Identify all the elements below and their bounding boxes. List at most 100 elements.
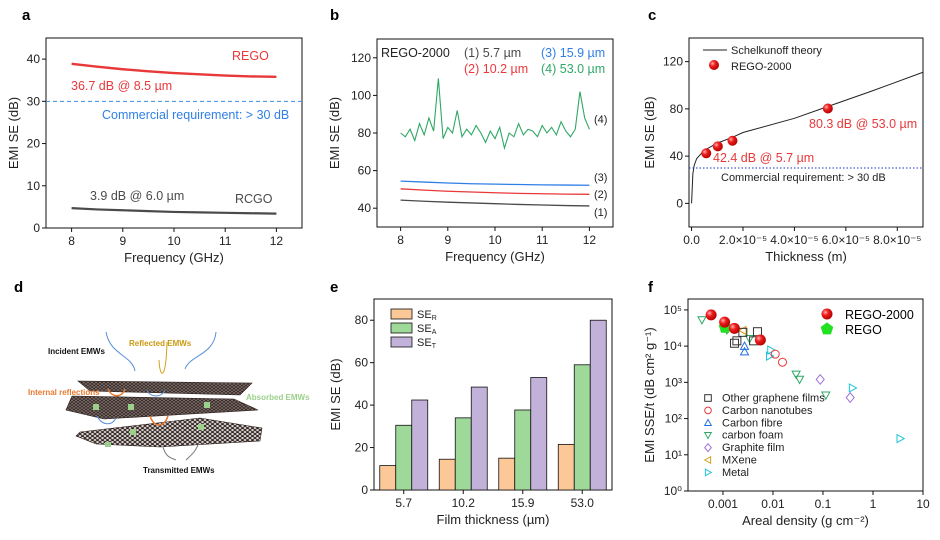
y-tick-label: 30 [27,94,41,108]
legend-marker-icon [703,432,713,440]
data-point-metal [848,383,858,393]
bar-ser-5.7 [379,465,397,491]
legend-label: REGO-2000 [845,308,914,322]
series-tag-2: (2) [594,189,607,201]
x-tick-label: 12 [583,233,597,247]
x-tick-label: 10 [488,233,502,247]
x-tick-label: 1 [870,497,877,511]
reflected-arrow [158,341,168,374]
x-tick-label: 0.01 [761,497,785,511]
x-axis-label: Thickness (m) [765,249,847,264]
legend-label-main: SE [417,309,432,321]
y-tick-label: 120 [663,55,683,69]
data-point-metal [896,433,906,444]
plot-frame [688,37,924,228]
x-tick-label: 8 [397,233,404,247]
y-tick-label: 80 [355,313,369,327]
panel-d-diagram: Incident EMWs Reflected EMWs Internal re… [28,331,310,475]
y-tick-label: 20 [355,441,369,455]
annotation-rego: 36.7 dB @ 8.5 µm [71,79,172,93]
absorbed-label: Absorbed EMWs [246,393,310,402]
legend-swatch [390,308,413,320]
legend-marker-icon [703,418,713,426]
bar-sea-10.2 [454,417,472,491]
legend-marker-icon [703,455,712,465]
incident-arrow-left [105,331,136,372]
legend-label-main: SE [417,337,432,349]
series-line-3 [400,180,590,186]
legend-label-subscript: A [432,329,437,336]
legend-label-rego-2000: REGO-2000 [731,61,792,73]
data-point-rego-2000 [822,103,833,114]
legend-swatch [390,336,413,348]
series-line-rcgo [71,207,277,215]
panel-label-f: f [648,279,654,296]
data-point-other-graphene-films [729,338,739,348]
x-tick-label: 6.0×10⁻⁵ [822,233,870,247]
x-tick-label: 0.0 [683,233,700,247]
y-tick-label: 100 [351,88,371,102]
x-tick-label: 9 [119,234,126,248]
incident-arrow-right [184,331,217,370]
internal-reflection-arrow-4 [149,415,169,426]
graphene-sheet-middle [65,395,259,420]
y-tick-label: 10⁰ [664,484,682,498]
legend-label: Graphite film [722,442,784,454]
x-axis-label: Film thickness (µm) [437,512,550,527]
legend-label-subscript: R [432,315,437,322]
annotation-5-7um: 42.4 dB @ 5.7 µm [713,151,814,165]
data-point-rego-2000 [754,334,766,346]
data-point-metal [765,351,775,361]
data-point-carbon-fibre [739,346,750,356]
y-tick-label: 80 [358,126,372,140]
legend-label: Carbon nanotubes [722,405,813,417]
internal-reflections-label: Internal reflections [28,388,100,397]
y-tick-label: 60 [355,356,369,370]
x-tick-label: 9 [444,233,451,247]
annotation-rcgo: 3.9 dB @ 6.0 µm [90,189,184,203]
y-tick-label: 0 [33,221,40,235]
y-tick-label: 10⁴ [663,339,682,353]
y-tick-label: 40 [355,398,369,412]
legend-label: SER [417,309,437,322]
legend-entry-3: (3) 15.9 µm [541,46,605,60]
bar-sea-53.0 [573,364,591,491]
legend-label: MXene [722,455,757,467]
data-point-other-graphene-films [738,327,748,337]
y-tick-label: 120 [351,51,371,65]
chart-title: REGO-2000 [381,46,450,60]
plot-frame [373,298,613,491]
x-tick-label: 53.0 [571,496,595,510]
legend-label-subscript: T [432,343,437,350]
x-tick-label: 0.001 [708,497,738,511]
y-axis-label: EMI SE (dB) [328,358,343,430]
annotation-53um: 80.3 dB @ 53.0 µm [809,117,917,131]
panel-label-e: e [330,279,338,296]
bar-ser-53.0 [557,443,575,491]
data-point-rego-2000 [705,309,717,321]
x-tick-label: 5.7 [395,496,412,510]
panel-label-d: d [14,279,23,296]
series-tag-3: (3) [594,172,607,184]
y-tick-label: 10² [665,412,682,426]
data-point-rego-2000 [712,141,723,152]
series-line-1 [400,199,590,207]
bar-set-5.7 [411,399,429,491]
bar-sea-5.7 [395,424,413,491]
y-axis-label: EMI SE (dB) [327,97,342,169]
y-axis-label: EMI SSE/t (dB cm² g⁻¹) [642,327,657,462]
x-tick-label: 2.0×10⁻⁵ [719,233,767,247]
incident-label: Incident EMWs [48,347,105,356]
y-axis-label: EMI SE (dB) [642,96,657,168]
commercial-requirement-label: Commercial requirement: > 30 dB [102,108,289,122]
bar-set-10.2 [470,386,488,491]
data-point-carbon-fibre [739,341,750,350]
y-tick-label: 40 [358,201,372,215]
legend-label: Other graphene films [722,393,825,405]
series-tag-4: (4) [594,114,607,126]
data-point-carbon-foam [791,370,801,380]
x-tick-label: 8.0×10⁻⁵ [873,233,921,247]
bar-set-53.0 [589,319,607,491]
legend-marker-icon [704,468,713,477]
